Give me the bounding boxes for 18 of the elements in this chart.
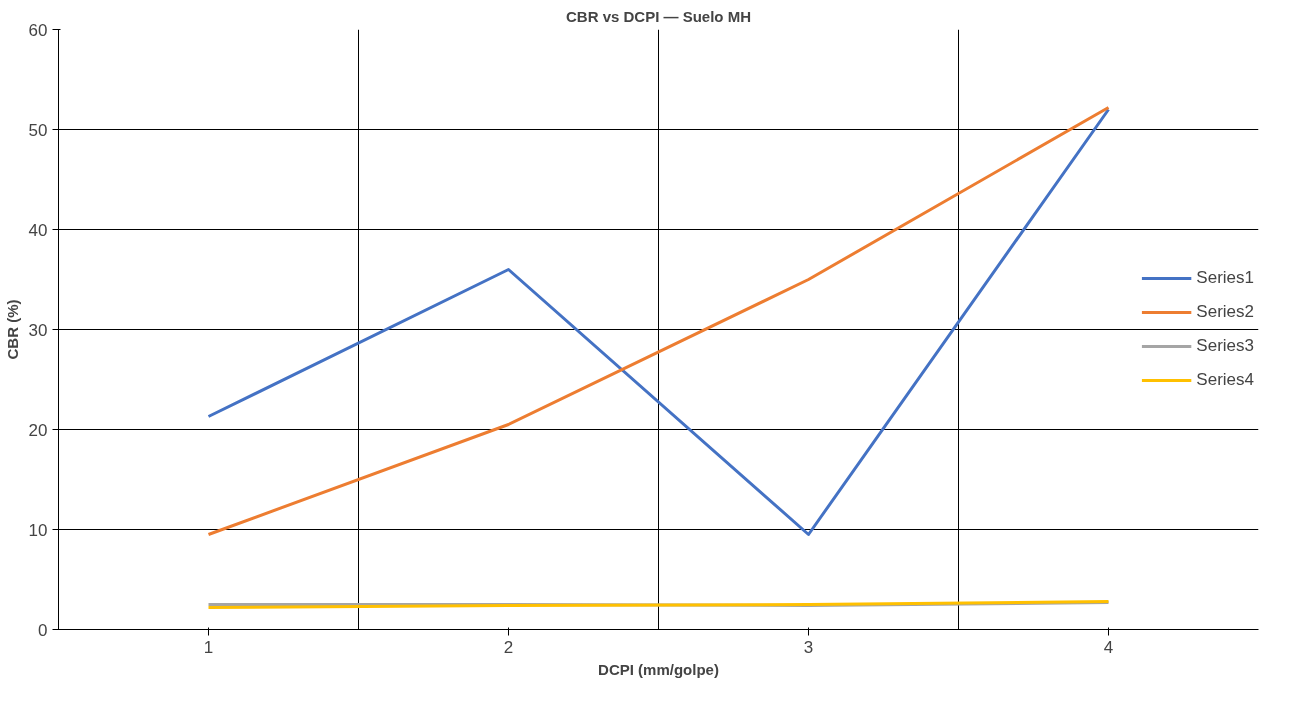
x-tick-label: 4 (1103, 637, 1114, 657)
legend-label: Series3 (1196, 336, 1254, 356)
x-tick-label: 3 (803, 637, 814, 657)
y-tick-label: 0 (38, 620, 48, 640)
x-axis-title: DCPI (mm/golpe) (598, 660, 719, 678)
legend-label: Series1 (1196, 268, 1254, 288)
y-tick-label: 40 (28, 220, 48, 240)
y-axis-title: CBR (%) (3, 299, 21, 360)
chart-title: CBR vs DCPI — Suelo MH (565, 7, 752, 25)
y-tick-label: 10 (28, 520, 48, 540)
y-tick-label: 50 (28, 120, 48, 140)
y-tick-label: 30 (28, 320, 48, 340)
legend-label: Series4 (1196, 370, 1254, 390)
y-tick-label: 60 (28, 20, 48, 40)
legend-label: Series2 (1196, 302, 1254, 322)
x-tick-label: 1 (203, 637, 214, 657)
y-tick-label: 20 (28, 420, 48, 440)
x-tick-label: 2 (503, 637, 514, 657)
